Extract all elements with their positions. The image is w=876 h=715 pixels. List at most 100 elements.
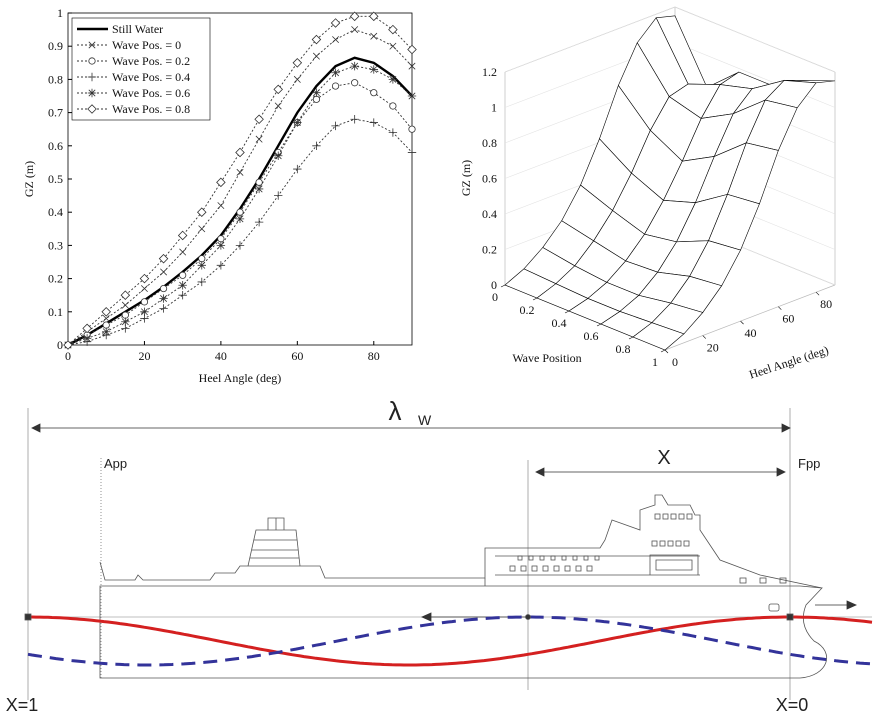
point-marker: [312, 141, 321, 150]
point-marker: [216, 177, 226, 188]
y-axis-label: Wave Position: [512, 351, 581, 365]
point-marker: [407, 148, 417, 157]
window: [686, 513, 693, 520]
y-tick-label: 0.6: [584, 329, 599, 343]
z-axis-label: GZ (m): [459, 160, 473, 196]
point-marker: [101, 307, 111, 317]
point-marker: [179, 248, 187, 256]
point-marker: [160, 268, 168, 276]
point-marker: [388, 75, 398, 84]
point-marker: [293, 164, 302, 174]
window: [509, 565, 516, 572]
fpp-label: Fpp: [798, 456, 820, 471]
point-marker: [312, 52, 320, 60]
y-tick-label: 0.1: [48, 305, 63, 319]
point-marker: [254, 184, 264, 194]
point-marker: [273, 84, 283, 95]
point-marker: [369, 11, 379, 22]
x-tick-label: 40: [745, 326, 757, 340]
y-tick-label: 0.4: [552, 316, 567, 330]
legend-box: [71, 17, 211, 121]
x-tick-label: 20: [138, 349, 150, 363]
position-label: X: [657, 447, 670, 469]
surface-patch: [632, 322, 685, 351]
point-marker: [236, 168, 244, 176]
point-marker: [332, 36, 340, 44]
point-marker: [370, 32, 378, 40]
point-marker: [407, 91, 417, 101]
y-tick: [500, 284, 506, 288]
marker-square: [786, 613, 794, 621]
point-marker: [331, 121, 340, 131]
legend-marker: [87, 104, 97, 114]
point-marker: [274, 102, 282, 110]
point-marker: [121, 301, 129, 309]
window: [517, 555, 523, 561]
window: [659, 540, 666, 547]
point-marker: [408, 125, 416, 133]
ship-direction-arrow: [815, 600, 857, 610]
app-label: App: [104, 456, 127, 471]
window: [779, 577, 787, 584]
point-marker: [293, 75, 301, 83]
point-marker: [351, 79, 359, 87]
x-tick-label: 60: [782, 312, 794, 326]
window: [678, 513, 685, 520]
point-marker: [312, 95, 321, 103]
point-marker: [140, 285, 148, 293]
position-arrow: [535, 467, 786, 477]
point-marker: [102, 321, 110, 329]
point-marker: [82, 334, 92, 343]
y-tick-label: 0.2: [520, 303, 535, 317]
point-marker: [197, 207, 207, 217]
point-marker: [369, 118, 378, 127]
x-tick: [815, 292, 820, 296]
x-tick: [664, 349, 669, 354]
point-marker: [255, 178, 263, 186]
window: [542, 565, 549, 572]
y-tick: [532, 297, 538, 301]
z-tick-label: 0: [491, 278, 497, 292]
point-marker: [102, 327, 111, 336]
x-axis-label: Heel Angle (deg): [199, 371, 282, 385]
x-tick: [778, 306, 782, 310]
y-tick-label: 0.4: [48, 205, 63, 219]
point-marker: [236, 208, 244, 216]
y-tick-label: 1: [652, 355, 658, 369]
z-tick-label: 1: [491, 101, 497, 115]
x-tick: [702, 335, 706, 339]
y-tick-label: 0.5: [48, 172, 63, 186]
wavelength-subscript: W: [418, 412, 432, 428]
point-marker: [140, 298, 149, 306]
gz-line-chart: Heel Angle (deg) GZ (m) 0 20 40 60 80 0 0.1 0.2…: [22, 6, 417, 385]
point-marker: [331, 68, 340, 77]
legend-label: Wave Pos. = 0.4: [112, 70, 190, 84]
point-marker: [216, 261, 226, 270]
point-marker: [217, 235, 225, 243]
z-tick-label: 0.4: [482, 207, 497, 221]
point-marker: [349, 11, 360, 22]
point-marker: [388, 24, 398, 35]
point-marker: [178, 281, 187, 290]
x-tick-label: 40: [215, 349, 227, 363]
point-marker: [158, 253, 169, 264]
point-marker: [255, 135, 263, 143]
point-marker: [293, 118, 302, 127]
window: [662, 513, 669, 520]
y-tick: [596, 323, 602, 327]
box-edge: [664, 284, 836, 351]
stern-label: X=1: [6, 695, 39, 715]
point-marker: [350, 61, 359, 71]
wave-crest-profile: [28, 615, 873, 667]
legend-marker: [88, 57, 96, 65]
window: [583, 555, 589, 561]
wavelength-arrow: [31, 423, 791, 433]
window: [675, 540, 682, 547]
point-marker: [254, 114, 264, 125]
point-marker: [159, 285, 168, 293]
wave-shifted-profile: [27, 615, 873, 667]
z-tick-label: 0.8: [482, 136, 497, 150]
legend-marker: [87, 88, 97, 98]
point-marker: [217, 202, 225, 210]
point-marker: [235, 241, 245, 250]
